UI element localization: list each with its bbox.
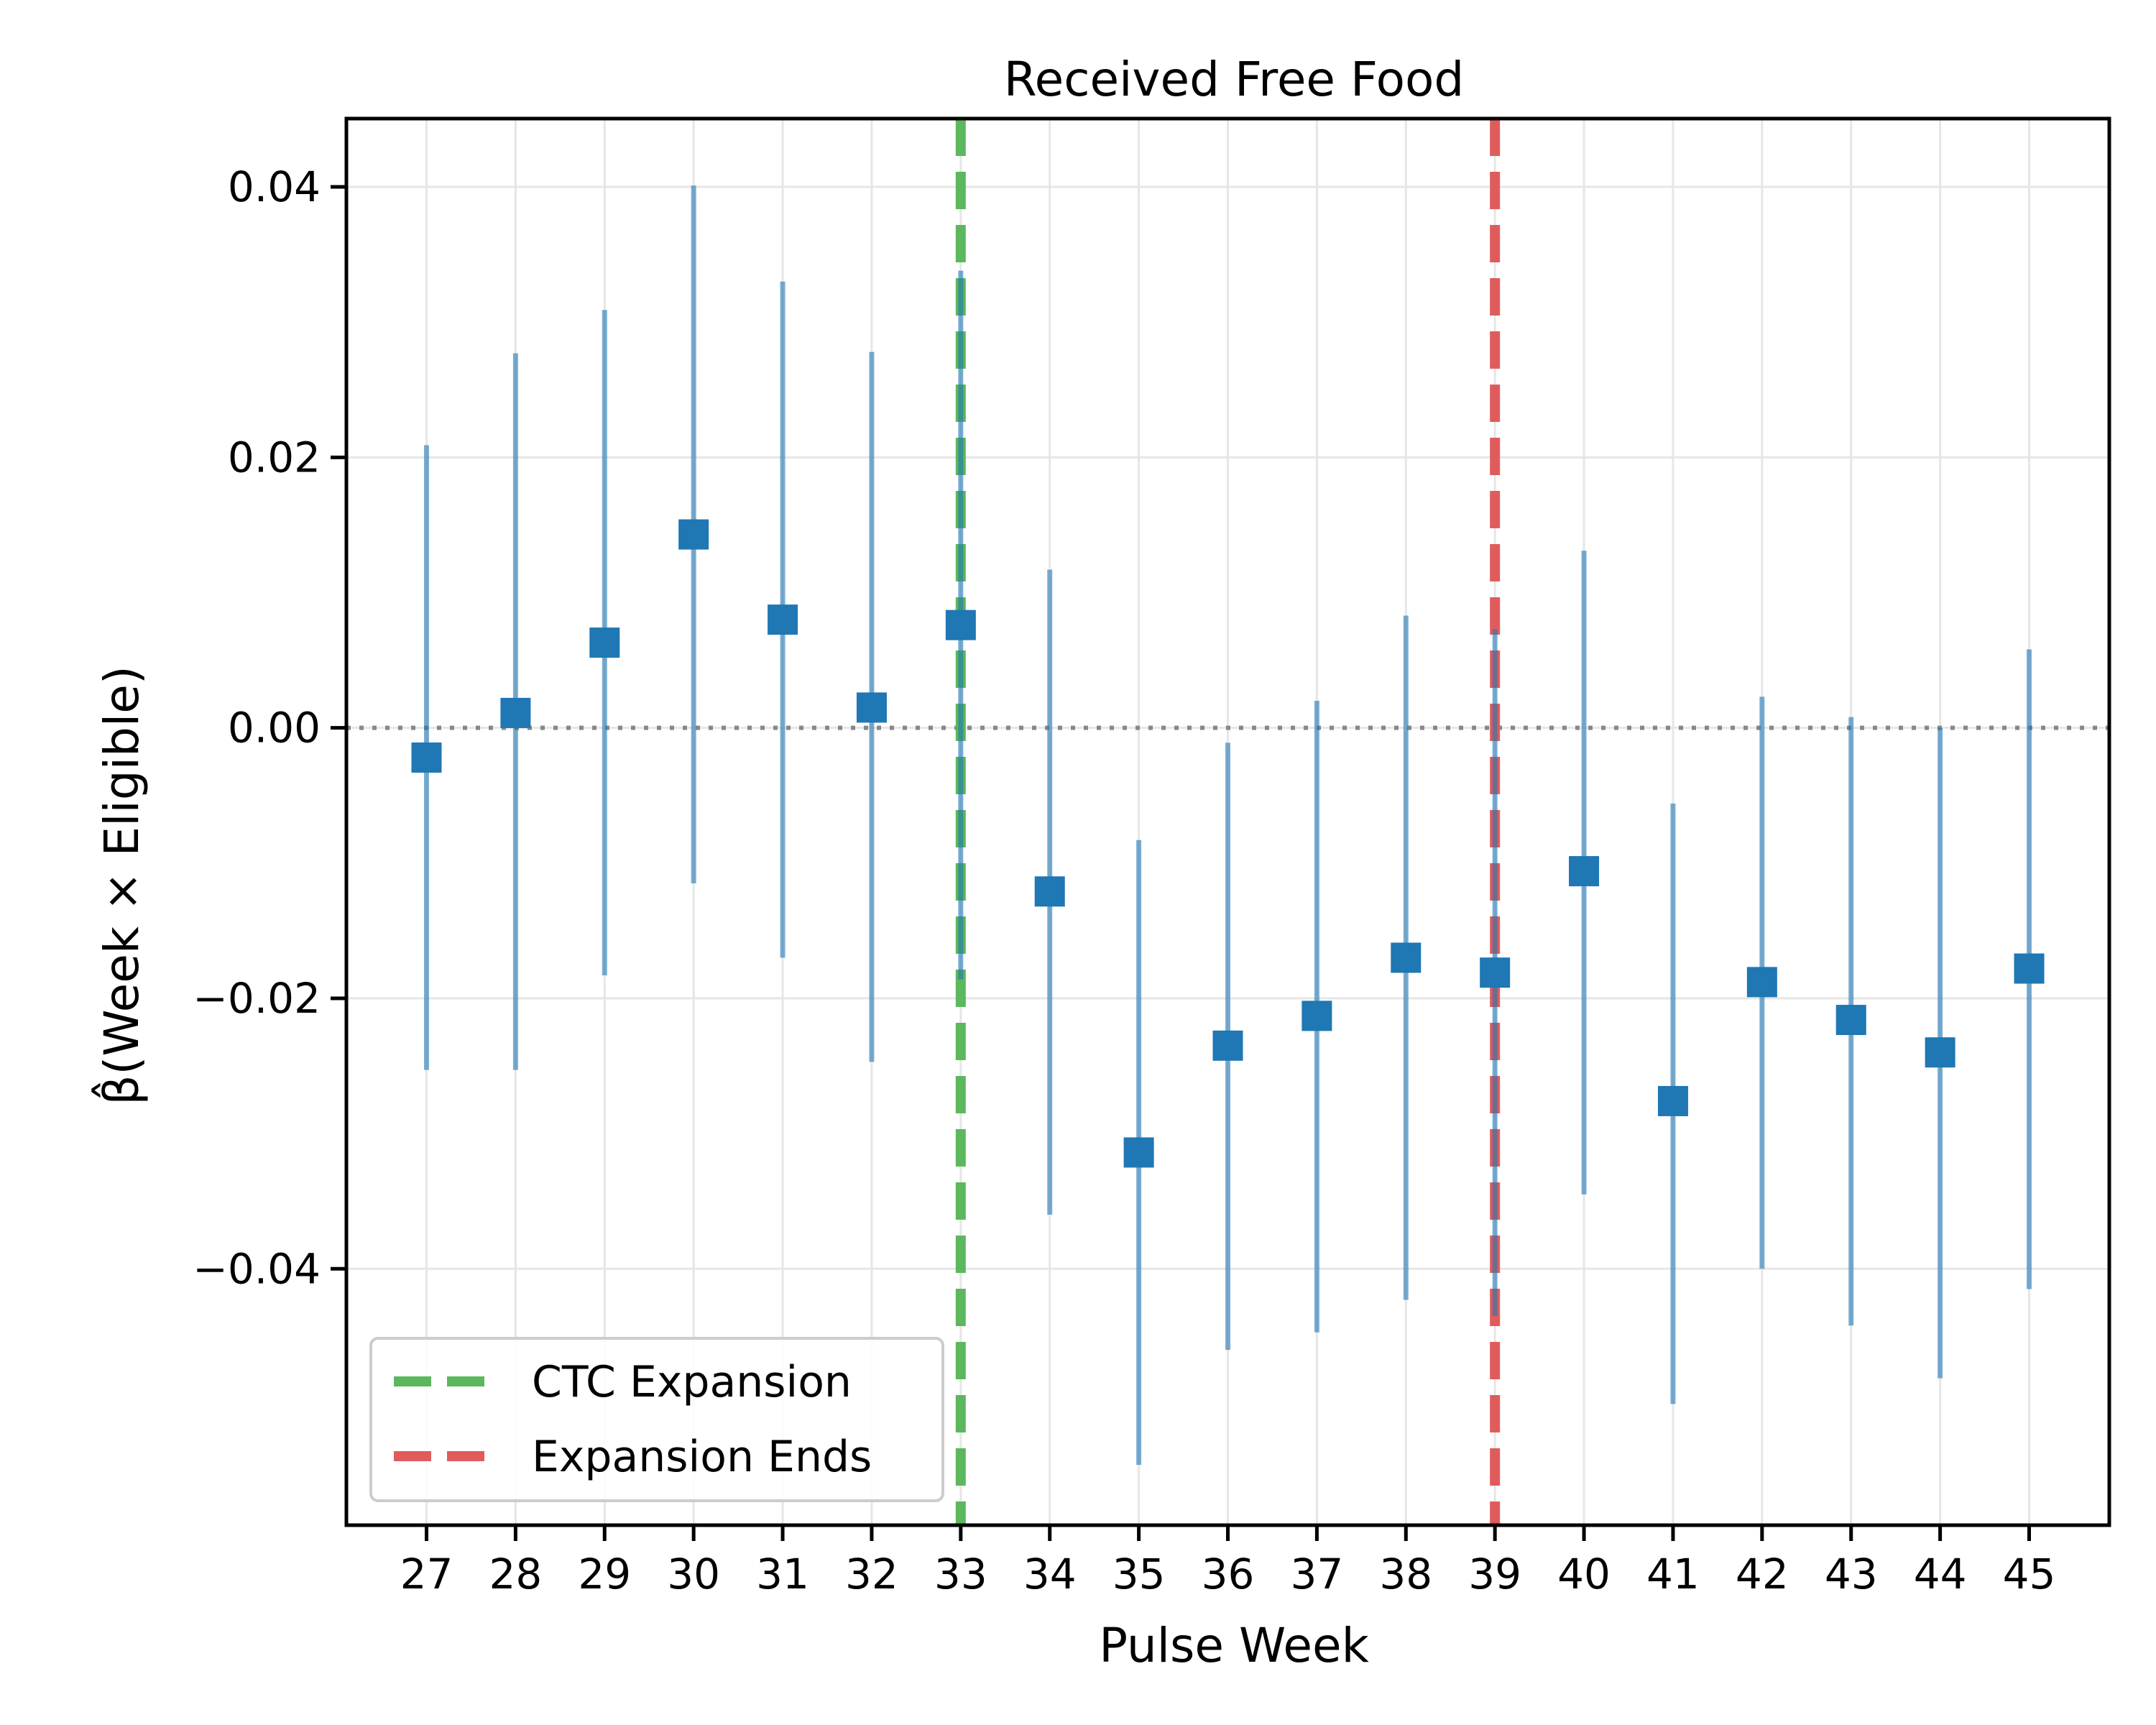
- data-point: [2014, 953, 2045, 984]
- x-tick-label: 43: [1825, 1550, 1878, 1598]
- data-points: [411, 519, 2045, 1168]
- x-tick-label: 45: [2003, 1550, 2056, 1598]
- x-tick-label: 38: [1379, 1550, 1432, 1598]
- data-point: [1391, 942, 1422, 973]
- y-tick-label: −0.04: [193, 1244, 321, 1293]
- legend: CTC Expansion Expansion Ends: [369, 1337, 944, 1502]
- data-point: [856, 692, 887, 723]
- data-point: [1123, 1137, 1154, 1168]
- data-point: [1569, 856, 1600, 887]
- data-point: [1657, 1085, 1688, 1116]
- y-tick-label: 0.02: [228, 433, 321, 482]
- x-tick-label: 32: [845, 1550, 898, 1598]
- data-point: [1212, 1030, 1243, 1061]
- y-tick-label: 0.04: [228, 162, 321, 211]
- legend-label: Expansion Ends: [532, 1432, 872, 1482]
- y-tick-label: 0.00: [228, 704, 321, 753]
- x-tick-label: 34: [1023, 1550, 1077, 1598]
- x-tick-label: 28: [489, 1550, 542, 1598]
- data-point: [945, 610, 976, 640]
- data-point: [500, 697, 531, 728]
- x-tick-label: 30: [667, 1550, 720, 1598]
- x-tick-label: 29: [578, 1550, 631, 1598]
- data-point: [1302, 1000, 1332, 1031]
- x-tick-label: 27: [400, 1550, 453, 1598]
- x-tick-label: 39: [1468, 1550, 1521, 1598]
- x-axis-label: Pulse Week: [1099, 1618, 1369, 1673]
- x-tick-label: 40: [1557, 1550, 1611, 1598]
- legend-label: CTC Expansion: [532, 1357, 852, 1407]
- data-point: [1835, 1005, 1866, 1036]
- x-tick-label: 36: [1202, 1550, 1255, 1598]
- x-tick-label: 42: [1736, 1550, 1789, 1598]
- data-point: [411, 742, 442, 773]
- x-tick-label: 35: [1112, 1550, 1166, 1598]
- data-point: [589, 627, 620, 658]
- y-axis-label: β̂(Week × Eligible): [91, 666, 149, 1105]
- x-tick-label: 37: [1290, 1550, 1343, 1598]
- x-tick-label: 31: [756, 1550, 809, 1598]
- y-tick-label: −0.02: [193, 974, 321, 1023]
- data-point: [678, 519, 709, 550]
- data-point: [1925, 1037, 1955, 1068]
- legend-box: [369, 1337, 944, 1502]
- data-point: [1034, 876, 1065, 907]
- x-tick-label: 33: [934, 1550, 987, 1598]
- chart-title: Received Free Food: [1004, 52, 1465, 107]
- data-point: [1480, 957, 1511, 988]
- ticks: 27 28 29 30 31 32 33 34 35 36 37 38 39 40 41 42 43 44 45 0.…: [193, 162, 2055, 1598]
- x-tick-label: 41: [1646, 1550, 1700, 1598]
- x-tick-label: 44: [1914, 1550, 1967, 1598]
- data-point: [768, 604, 798, 635]
- data-point: [1746, 967, 1777, 998]
